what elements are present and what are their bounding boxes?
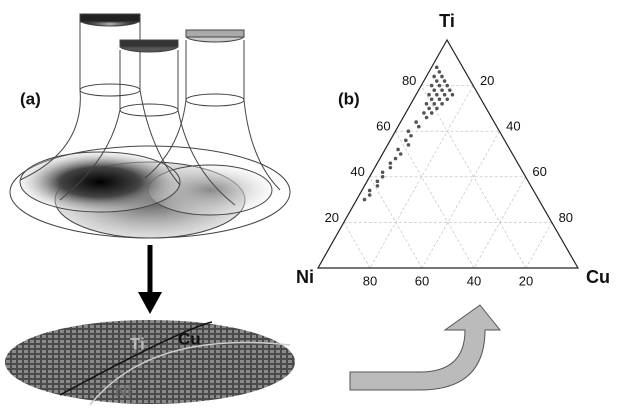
data-point [430, 84, 434, 88]
data-point [427, 93, 431, 97]
data-point [399, 152, 403, 156]
data-point [425, 116, 429, 120]
data-point [427, 107, 431, 111]
data-point [440, 75, 444, 79]
tick-label: 20 [480, 73, 494, 88]
grid-line [422, 131, 499, 268]
data-point [376, 180, 380, 184]
data-point [440, 88, 444, 92]
vertex-label: Ni [296, 267, 314, 287]
data-point [451, 93, 455, 97]
data-point [389, 166, 393, 170]
data-point [368, 193, 372, 197]
data-point [407, 143, 411, 147]
data-point [443, 79, 447, 83]
tick-label: 40 [506, 119, 520, 134]
tick-label: 80 [559, 210, 573, 225]
data-point [422, 111, 426, 115]
data-point [417, 125, 421, 129]
data-point [389, 161, 393, 165]
tick-label: 20 [325, 210, 339, 225]
wafer-label: Ni [115, 381, 132, 400]
data-point [381, 175, 385, 179]
data-point [404, 139, 408, 143]
tick-label: 80 [402, 73, 416, 88]
tick-label: 80 [363, 273, 377, 288]
data-point [430, 97, 434, 101]
vertex-label: Ti [439, 11, 455, 31]
vertex-label: Cu [586, 267, 610, 287]
data-point [445, 97, 449, 101]
panel-a-drawing [5, 14, 500, 405]
data-point [435, 107, 439, 111]
data-point [414, 120, 418, 124]
data-point [409, 134, 413, 138]
grid-line [344, 222, 370, 268]
data-point [445, 84, 449, 88]
data-point [438, 97, 442, 101]
data-point [435, 93, 439, 97]
data-point [435, 66, 439, 70]
grid-line [526, 222, 552, 268]
data-point [432, 102, 436, 106]
data-point [432, 88, 436, 92]
tick-label: 60 [415, 273, 429, 288]
panel-label: (a) [20, 89, 41, 108]
panel-label: (b) [338, 89, 360, 108]
data-point [435, 79, 439, 83]
data-point [394, 157, 398, 161]
data-point [396, 148, 400, 152]
tick-label: 20 [519, 273, 533, 288]
data-point [381, 170, 385, 174]
data-point [438, 84, 442, 88]
tick-label: 40 [350, 164, 364, 179]
data-point [440, 102, 444, 106]
tick-label: 40 [467, 273, 481, 288]
data-point [368, 189, 372, 193]
data-point [363, 198, 367, 202]
wafer-label: Ti [130, 334, 145, 353]
figure: (a) Ti Cu Ni (b) Ti Ni Cu 20 40 60 80 20 40 60… [0, 0, 617, 410]
data-point [407, 129, 411, 133]
triangle-frame [318, 40, 578, 268]
data-point [448, 88, 452, 92]
data-point [425, 102, 429, 106]
data-point [443, 93, 447, 97]
tick-label: 60 [376, 119, 390, 134]
data-point [438, 70, 442, 74]
wafer-label: Cu [178, 329, 201, 348]
data-point [430, 111, 434, 115]
data-point [376, 184, 380, 188]
data-point [432, 75, 436, 79]
tick-label: 60 [532, 164, 546, 179]
grid-line [395, 131, 474, 268]
